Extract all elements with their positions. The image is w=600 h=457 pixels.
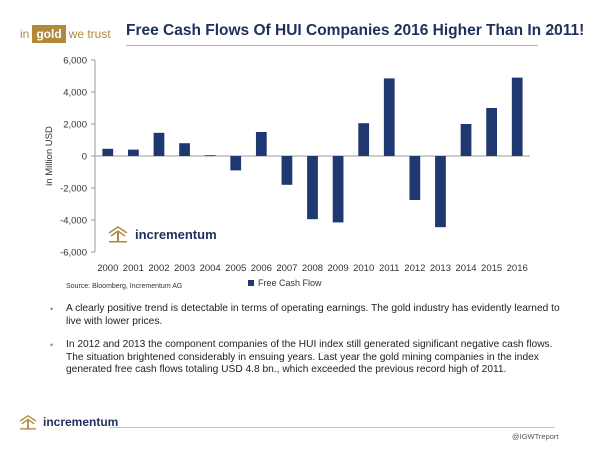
bar-2005 (230, 156, 242, 171)
bar-2015 (486, 108, 497, 156)
bar-2004 (204, 155, 216, 156)
y-tick-label: -4,000 (60, 216, 87, 227)
free-cash-flow-chart: 6,000 4,000 2,000 0 -2,000 -4,000 -6,000 in Mil… (44, 56, 530, 274)
bar-2016 (511, 77, 523, 156)
x-tick-label: 2009 (328, 263, 349, 274)
incrementum-chart-logo: incrementum (107, 225, 217, 243)
bullet-marker: • (50, 340, 54, 350)
y-tick-label: 2,000 (63, 120, 87, 131)
x-tick-label: 2015 (481, 263, 502, 274)
page-title: Free Cash Flows Of HUI Companies 2016 Hi… (126, 22, 585, 39)
bar-2000 (102, 148, 114, 156)
y-tick-label: 0 (82, 152, 87, 163)
x-tick-label: 2003 (174, 263, 195, 274)
bar-2002 (153, 132, 165, 156)
bar-2013 (435, 156, 446, 228)
legend-label: Free Cash Flow (258, 278, 322, 288)
bullet-text: In 2012 and 2013 the component companies… (66, 339, 553, 375)
chart-source: Source: Bloomberg, Incrementum AG (66, 283, 183, 290)
x-tick-label: 2001 (123, 263, 144, 274)
in-gold-we-trust-logo: in gold we trust (20, 24, 111, 44)
bullet-text: A clearly positive trend is detectable i… (66, 303, 560, 327)
bar-2003 (179, 143, 190, 156)
y-tick-label: -2,000 (60, 184, 87, 195)
bullet-item: • A clearly positive trend is detectable… (50, 303, 560, 328)
y-axis-title: in Million USD (44, 126, 55, 186)
incrementum-chart-logo-text: incrementum (135, 226, 217, 242)
x-tick-label: 2006 (251, 263, 272, 274)
x-tick-label: 2016 (507, 263, 528, 274)
logo-text-gold: gold (32, 25, 66, 43)
tree-icon (19, 414, 37, 430)
x-tick-label: 2014 (455, 263, 476, 274)
logo-text-in: in (20, 27, 30, 41)
footer-logo-text: incrementum (43, 415, 119, 429)
y-tick-label: 6,000 (63, 56, 87, 67)
bar-2011 (383, 78, 395, 156)
x-tick-label: 2000 (97, 263, 118, 274)
bar-2012 (409, 156, 421, 200)
bar-2014 (460, 124, 472, 156)
legend-swatch (248, 280, 254, 286)
chart-legend: Free Cash Flow (248, 278, 322, 288)
footer-divider (110, 427, 555, 428)
bar-2001 (128, 149, 139, 156)
y-tick-label: -6,000 (60, 248, 87, 259)
x-tick-label: 2010 (353, 263, 374, 274)
bullet-item: • In 2012 and 2013 the component compani… (50, 339, 560, 377)
x-tick-label: 2007 (276, 263, 297, 274)
bar-2008 (307, 156, 318, 220)
logo-text-we-trust: we trust (68, 27, 111, 41)
x-tick-label: 2012 (404, 263, 425, 274)
x-tick-label: 2008 (302, 263, 323, 274)
x-tick-label: 2005 (225, 263, 246, 274)
x-tick-label: 2013 (430, 263, 451, 274)
page-number: 47 (548, 27, 559, 37)
x-tick-label: 2004 (200, 263, 221, 274)
tree-icon (108, 226, 128, 243)
bar-2009 (332, 156, 344, 223)
title-divider (126, 45, 538, 46)
x-tick-label: 2002 (148, 263, 169, 274)
bullet-marker: • (50, 304, 54, 314)
y-tick-label: 4,000 (63, 88, 87, 99)
commentary-bullets: • A clearly positive trend is detectable… (50, 303, 560, 388)
bar-2006 (255, 132, 267, 156)
bar-2010 (358, 123, 370, 156)
x-tick-label: 2011 (379, 263, 399, 274)
bar-2007 (281, 156, 293, 185)
twitter-handle: @IGWTreport (512, 432, 559, 441)
footer-incrementum-logo: incrementum (18, 414, 118, 430)
